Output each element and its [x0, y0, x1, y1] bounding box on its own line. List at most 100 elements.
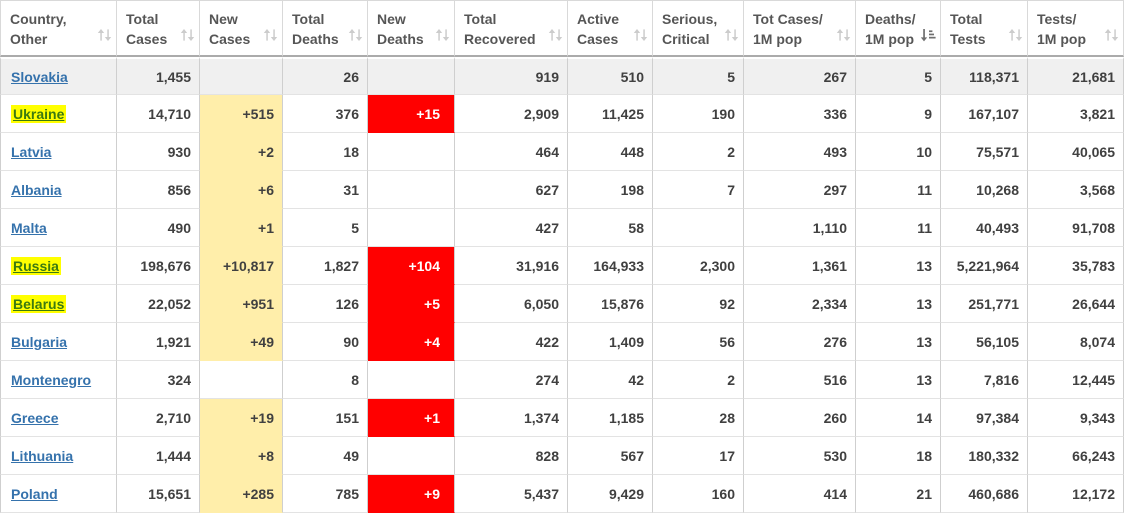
col-header-deaths-1m[interactable]: Deaths/ 1M pop [856, 0, 941, 57]
sort-both-icon [836, 28, 851, 42]
cell-total-cases: 15,651 [117, 475, 200, 513]
sort-both-icon [435, 28, 450, 42]
cell-active-cases: 164,933 [568, 247, 653, 285]
cell-total-recovered: 427 [455, 209, 568, 247]
col-header-total-tests[interactable]: Total Tests [941, 0, 1028, 57]
cell-deaths-1m: 11 [856, 171, 941, 209]
country-link-highlighted[interactable]: Belarus [11, 294, 67, 313]
country-link[interactable]: Slovakia [11, 68, 68, 85]
cell-total-deaths: 26 [283, 57, 368, 95]
cell-deaths-1m: 11 [856, 209, 941, 247]
cell-tot-cases-1m: 493 [744, 133, 856, 171]
cell-country: Ukraine [0, 95, 117, 133]
country-link[interactable]: Lithuania [11, 447, 74, 464]
cell-serious-critical: 56 [653, 323, 744, 361]
table-row: Belarus 22,052 +951 126 +5 6,050 15,876 92 2,334… [0, 285, 1124, 323]
cell-total-deaths: 49 [283, 437, 368, 475]
cell-new-cases: +49 [200, 323, 283, 361]
cell-total-recovered: 2,909 [455, 95, 568, 133]
col-header-label: Serious, Critical [662, 11, 718, 48]
country-link-highlighted[interactable]: Russia [11, 256, 61, 275]
cell-active-cases: 198 [568, 171, 653, 209]
cell-total-recovered: 919 [455, 57, 568, 95]
col-header-label: Country, Other [10, 11, 67, 48]
cell-total-cases: 930 [117, 133, 200, 171]
country-link[interactable]: Greece [11, 409, 59, 426]
col-header-tests-1m[interactable]: Tests/ 1M pop [1028, 0, 1124, 57]
cell-deaths-1m: 14 [856, 399, 941, 437]
country-link[interactable]: Latvia [11, 143, 52, 160]
table-row: Malta 490 +1 5 427 58 1,110 11 40,493 91,708 [0, 209, 1124, 247]
col-header-label: Total Deaths [292, 11, 339, 48]
sort-both-icon [263, 28, 278, 42]
col-header-label: Total Recovered [464, 11, 536, 48]
col-header-label: New Deaths [377, 11, 424, 48]
cell-total-tests: 460,686 [941, 475, 1028, 513]
cell-total-deaths: 8 [283, 361, 368, 399]
country-link[interactable]: Poland [11, 485, 58, 502]
cell-deaths-1m: 9 [856, 95, 941, 133]
country-link-highlighted[interactable]: Ukraine [11, 104, 67, 123]
col-header-new-cases[interactable]: New Cases [200, 0, 283, 57]
cell-new-deaths [368, 57, 455, 95]
cell-deaths-1m: 13 [856, 361, 941, 399]
cell-tests-1m: 66,243 [1028, 437, 1124, 475]
cell-new-deaths [368, 133, 455, 171]
cell-country: Malta [0, 209, 117, 247]
cell-new-cases: +515 [200, 95, 283, 133]
cell-tot-cases-1m: 276 [744, 323, 856, 361]
cell-tests-1m: 3,568 [1028, 171, 1124, 209]
cell-total-cases: 490 [117, 209, 200, 247]
sort-both-icon [1104, 28, 1119, 42]
cell-country: Greece [0, 399, 117, 437]
cell-country: Bulgaria [0, 323, 117, 361]
cell-total-cases: 324 [117, 361, 200, 399]
cell-tests-1m: 21,681 [1028, 57, 1124, 95]
cell-total-cases: 22,052 [117, 285, 200, 323]
col-header-total-cases[interactable]: Total Cases [117, 0, 200, 57]
cell-total-tests: 10,268 [941, 171, 1028, 209]
sort-both-icon [724, 28, 739, 42]
cell-total-tests: 251,771 [941, 285, 1028, 323]
col-header-active-cases[interactable]: Active Cases [568, 0, 653, 57]
cell-new-cases: +951 [200, 285, 283, 323]
country-link[interactable]: Montenegro [11, 371, 92, 388]
cell-new-cases: +8 [200, 437, 283, 475]
cell-new-deaths [368, 209, 455, 247]
cell-tot-cases-1m: 516 [744, 361, 856, 399]
cell-new-deaths: +5 [368, 285, 455, 323]
col-header-new-deaths[interactable]: New Deaths [368, 0, 455, 57]
country-link[interactable]: Albania [11, 181, 62, 198]
cell-new-cases: +1 [200, 209, 283, 247]
table-row: Russia 198,676 +10,817 1,827 +104 31,916 164,9… [0, 247, 1124, 285]
col-header-tot-cases-1m[interactable]: Tot Cases/ 1M pop [744, 0, 856, 57]
cell-total-deaths: 785 [283, 475, 368, 513]
cell-new-deaths: +4 [368, 323, 455, 361]
col-header-total-deaths[interactable]: Total Deaths [283, 0, 368, 57]
cell-total-tests: 5,221,964 [941, 247, 1028, 285]
cell-active-cases: 567 [568, 437, 653, 475]
cell-country: Russia [0, 247, 117, 285]
cell-total-tests: 167,107 [941, 95, 1028, 133]
cell-new-deaths: +104 [368, 247, 455, 285]
col-header-total-recovered[interactable]: Total Recovered [455, 0, 568, 57]
sort-both-icon [1008, 28, 1023, 42]
cell-serious-critical: 17 [653, 437, 744, 475]
cell-new-deaths [368, 361, 455, 399]
col-header-country[interactable]: Country, Other [0, 0, 117, 57]
cell-deaths-1m: 5 [856, 57, 941, 95]
cell-serious-critical: 2 [653, 133, 744, 171]
table-row: Ukraine 14,710 +515 376 +15 2,909 11,425 190 336… [0, 95, 1124, 133]
country-link[interactable]: Malta [11, 219, 47, 236]
cell-tot-cases-1m: 530 [744, 437, 856, 475]
cell-total-cases: 14,710 [117, 95, 200, 133]
cell-total-tests: 97,384 [941, 399, 1028, 437]
cell-tests-1m: 9,343 [1028, 399, 1124, 437]
country-link[interactable]: Bulgaria [11, 333, 68, 350]
cell-deaths-1m: 13 [856, 247, 941, 285]
cell-serious-critical: 7 [653, 171, 744, 209]
cell-tests-1m: 8,074 [1028, 323, 1124, 361]
cell-total-recovered: 274 [455, 361, 568, 399]
col-header-label: Deaths/ 1M pop [865, 11, 916, 48]
col-header-serious-critical[interactable]: Serious, Critical [653, 0, 744, 57]
